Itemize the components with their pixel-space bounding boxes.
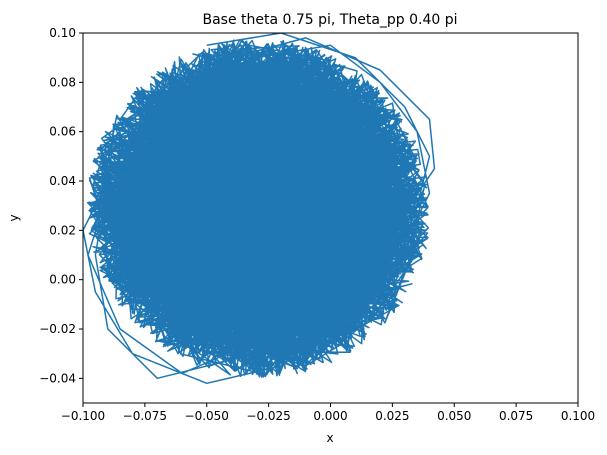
x-tick-label: −0.100: [61, 409, 105, 423]
y-tick-label: −0.04: [39, 371, 76, 385]
y-tick-label: 0.06: [49, 125, 76, 139]
chart-title: Base theta 0.75 pi, Theta_pp 0.40 pi: [202, 12, 457, 28]
y-tick-label: 0.04: [49, 174, 76, 188]
y-tick-label: 0.02: [49, 223, 76, 237]
series-trajectory: [86, 39, 430, 378]
x-tick-label: 0.075: [499, 409, 533, 423]
y-axis: −0.04 −0.02 0.00 0.02 0.04 0.06 0.08 0.10: [39, 26, 83, 385]
y-tick-label: 0.00: [49, 273, 76, 287]
x-axis-label: x: [326, 431, 333, 445]
y-tick-label: −0.02: [39, 322, 76, 336]
x-tick-label: −0.050: [185, 409, 229, 423]
y-axis-label: y: [7, 214, 21, 221]
x-tick-label: −0.025: [246, 409, 290, 423]
x-tick-label: −0.075: [123, 409, 167, 423]
y-tick-label: 0.08: [49, 75, 76, 89]
x-tick-label: 0.000: [313, 409, 347, 423]
x-tick-label: 0.025: [375, 409, 409, 423]
series-layer: [83, 33, 436, 385]
y-tick-label: 0.10: [49, 26, 76, 40]
x-axis: −0.100 −0.075 −0.050 −0.025 0.000 0.025 0.050 0…: [61, 403, 595, 423]
x-tick-label: 0.100: [561, 409, 595, 423]
x-tick-label: 0.050: [437, 409, 471, 423]
